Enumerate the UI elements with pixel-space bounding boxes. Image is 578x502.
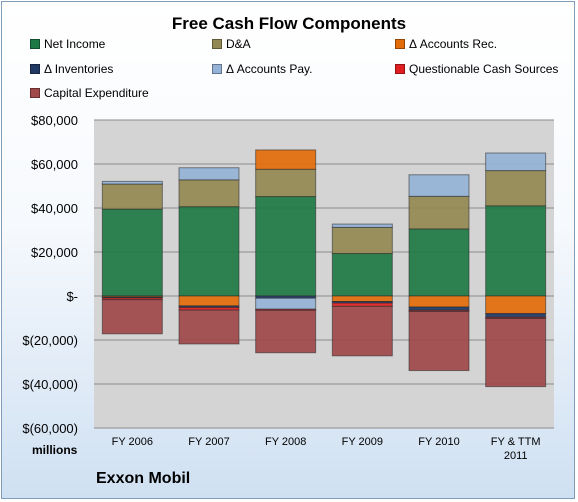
legend-swatch: [212, 64, 222, 74]
legend-item-d-a: D&A: [212, 37, 251, 51]
bar-segment-net-income: [331, 253, 393, 297]
legend-item-capital-expenditure: Capital Expenditure: [30, 86, 149, 100]
bar-segment-accounts-pay: [101, 180, 163, 185]
legend-label: Questionable Cash Sources: [409, 62, 559, 76]
company-label: Exxon Mobil: [96, 470, 191, 487]
x-tick-label: 2011: [504, 450, 528, 462]
bar-segment-inventories: [485, 313, 547, 318]
bar-segment-net-income: [178, 206, 240, 297]
bar-segment-net-income: [255, 196, 317, 297]
legend-label: Net Income: [44, 37, 106, 51]
bar-segment-accounts-pay: [255, 297, 317, 310]
y-tick-label: $20,000: [31, 245, 78, 260]
bar-segment-capital-expenditure: [255, 309, 317, 354]
plot-background: [94, 120, 554, 428]
y-tick-label: $40,000: [31, 201, 78, 216]
bar-segment-net-income: [101, 208, 163, 297]
y-tick-label: $(60,000): [22, 421, 78, 436]
y-tick-label: $-: [66, 289, 78, 304]
legend-label: Δ Accounts Rec.: [409, 37, 498, 51]
x-tick-label: FY 2008: [265, 436, 306, 448]
legend-swatch: [30, 64, 40, 74]
bar-segment-accounts-pay: [331, 223, 393, 228]
bar-segment-accounts-rec: [485, 295, 547, 315]
bar-segment-d-a: [408, 195, 470, 230]
bar-segment-capital-expenditure: [485, 317, 547, 388]
bar-segment-net-income: [408, 228, 470, 297]
bar-segment-capital-expenditure: [178, 309, 240, 345]
bar-segment-accounts-pay: [408, 174, 470, 197]
bar-segment-accounts-pay: [485, 152, 547, 172]
legend-swatch: [30, 39, 40, 49]
y-tick-label: $60,000: [31, 157, 78, 172]
bar-segment-capital-expenditure: [101, 299, 163, 335]
bar-segment-accounts-pay: [178, 167, 240, 181]
legend-label: Capital Expenditure: [44, 86, 149, 100]
legend-item-questionable-cash-sources: Questionable Cash Sources: [395, 62, 558, 76]
legend-item-net-income: Net Income: [30, 37, 105, 51]
x-tick-label: FY & TTM: [491, 436, 541, 448]
legend-swatch: [30, 88, 40, 98]
units-label: millions: [32, 443, 78, 457]
legend-label: D&A: [226, 37, 251, 51]
bar-segment-accounts-rec: [178, 295, 240, 307]
legend-item-accounts-pay: Δ Accounts Pay.: [212, 62, 313, 76]
bar-segment-accounts-rec: [408, 295, 470, 308]
bar-segment-d-a: [255, 168, 317, 198]
bar-segment-accounts-rec: [331, 295, 393, 302]
bar-segment-capital-expenditure: [331, 305, 393, 357]
legend-label: Δ Inventories: [44, 62, 114, 76]
x-tick-label: FY 2007: [188, 436, 229, 448]
chart-title: Free Cash Flow Components: [171, 14, 407, 33]
legend-swatch: [395, 39, 405, 49]
x-tick-label: FY 2010: [418, 436, 459, 448]
bar-segment-d-a: [101, 183, 163, 210]
bar-segment-accounts-rec: [255, 149, 317, 170]
y-tick-label: $(20,000): [22, 333, 78, 348]
bar-segment-d-a: [178, 179, 240, 208]
legend-swatch: [212, 39, 222, 49]
y-tick-label: $(40,000): [22, 377, 78, 392]
x-tick-label: FY 2009: [342, 436, 383, 448]
bar-segment-d-a: [485, 170, 547, 207]
legend-item-accounts-rec: Δ Accounts Rec.: [395, 37, 497, 51]
legend-item-inventories: Δ Inventories: [30, 62, 113, 76]
bar-segment-net-income: [485, 205, 547, 297]
bar-segment-d-a: [331, 226, 393, 255]
legend-swatch: [395, 64, 405, 74]
bar-segment-capital-expenditure: [408, 310, 470, 372]
y-tick-label: $80,000: [31, 113, 78, 128]
x-tick-label: FY 2006: [112, 436, 153, 448]
legend-label: Δ Accounts Pay.: [226, 62, 313, 76]
